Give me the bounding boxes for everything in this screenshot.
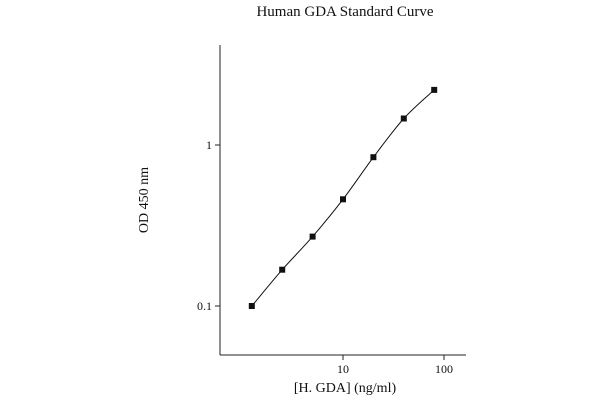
x-tick-label-100: 100: [435, 362, 453, 376]
y-tick-label-1: 1: [206, 138, 212, 152]
data-point-2: [279, 266, 286, 273]
data-point-6: [400, 115, 407, 122]
data-point-1: [248, 303, 255, 309]
axis-ticks: [215, 144, 445, 360]
data-point-5: [370, 154, 377, 161]
chart-title: Human GDA Standard Curve: [256, 4, 433, 20]
data-point-3: [309, 233, 316, 240]
y-axis-label: OD 450 nm: [137, 167, 152, 233]
y-tick-label-0.1: 0.1: [197, 299, 212, 313]
data-points: [248, 86, 438, 309]
data-point-7: [431, 86, 438, 93]
axis-tick-labels: 10 100 0.1 1: [197, 138, 453, 376]
x-tick-label-10: 10: [337, 362, 349, 376]
data-point-4: [340, 196, 346, 203]
x-axis-label: [H. GDA] (ng/ml): [294, 381, 397, 396]
